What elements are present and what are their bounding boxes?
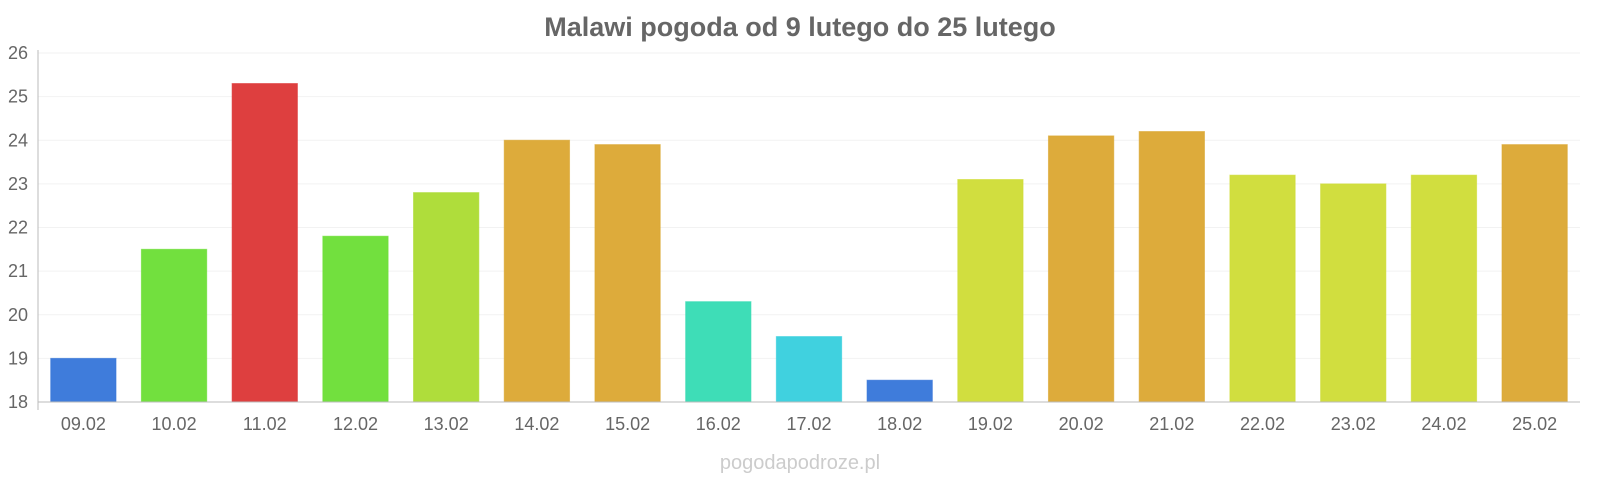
y-tick-label: 21 xyxy=(8,261,28,281)
watermark: pogodapodroze.pl xyxy=(720,452,880,474)
x-tick-label: 25.02 xyxy=(1512,414,1557,434)
y-tick-label: 26 xyxy=(8,43,28,63)
x-tick-label: 23.02 xyxy=(1331,414,1376,434)
x-tick-label: 18.02 xyxy=(877,414,922,434)
x-tick-label: 14.02 xyxy=(514,414,559,434)
bar xyxy=(503,139,571,403)
bar xyxy=(1229,174,1296,403)
x-tick-label: 16.02 xyxy=(696,414,741,434)
x-tick-label: 17.02 xyxy=(786,414,831,434)
bar xyxy=(1410,174,1478,403)
y-tick-label: 24 xyxy=(8,130,28,150)
bar xyxy=(866,379,933,403)
x-axis: 09.02 10.02 11.02 12.02 13.02 14.02 15.02 16.02… xyxy=(38,401,1580,434)
x-tick-label: 21.02 xyxy=(1149,414,1194,434)
bar xyxy=(775,336,843,403)
x-tick-label: 15.02 xyxy=(605,414,650,434)
x-tick-label: 13.02 xyxy=(424,414,469,434)
bar xyxy=(50,357,117,403)
bar xyxy=(140,248,208,403)
x-tick-label: 24.02 xyxy=(1421,414,1466,434)
x-tick-label: 22.02 xyxy=(1240,414,1285,434)
bar xyxy=(594,144,661,403)
y-tick-label: 18 xyxy=(8,392,28,412)
y-tick-label: 19 xyxy=(8,348,28,368)
bar xyxy=(685,301,752,403)
bar xyxy=(957,179,1024,403)
bar xyxy=(413,192,480,403)
y-axis: 18 19 20 21 22 23 24 25 26 xyxy=(8,43,39,412)
x-tick-label: 11.02 xyxy=(243,414,287,434)
x-tick-label: 10.02 xyxy=(152,414,197,434)
x-tick-label: 20.02 xyxy=(1059,414,1104,434)
bar xyxy=(1320,183,1387,403)
y-tick-label: 22 xyxy=(8,218,28,238)
bar xyxy=(1501,144,1568,403)
bars xyxy=(50,83,1568,403)
bar xyxy=(231,83,298,403)
y-tick-label: 20 xyxy=(8,305,28,325)
x-tick-label: 12.02 xyxy=(333,414,378,434)
bar xyxy=(1047,135,1115,403)
chart-title: Malawi pogoda od 9 lutego do 25 lutego xyxy=(544,12,1056,42)
x-tick-label: 09.02 xyxy=(61,414,106,434)
y-tick-label: 25 xyxy=(8,87,28,107)
x-tick-label: 19.02 xyxy=(968,414,1013,434)
bar xyxy=(322,235,389,403)
y-tick-label: 23 xyxy=(8,174,28,194)
bar xyxy=(1138,131,1205,403)
